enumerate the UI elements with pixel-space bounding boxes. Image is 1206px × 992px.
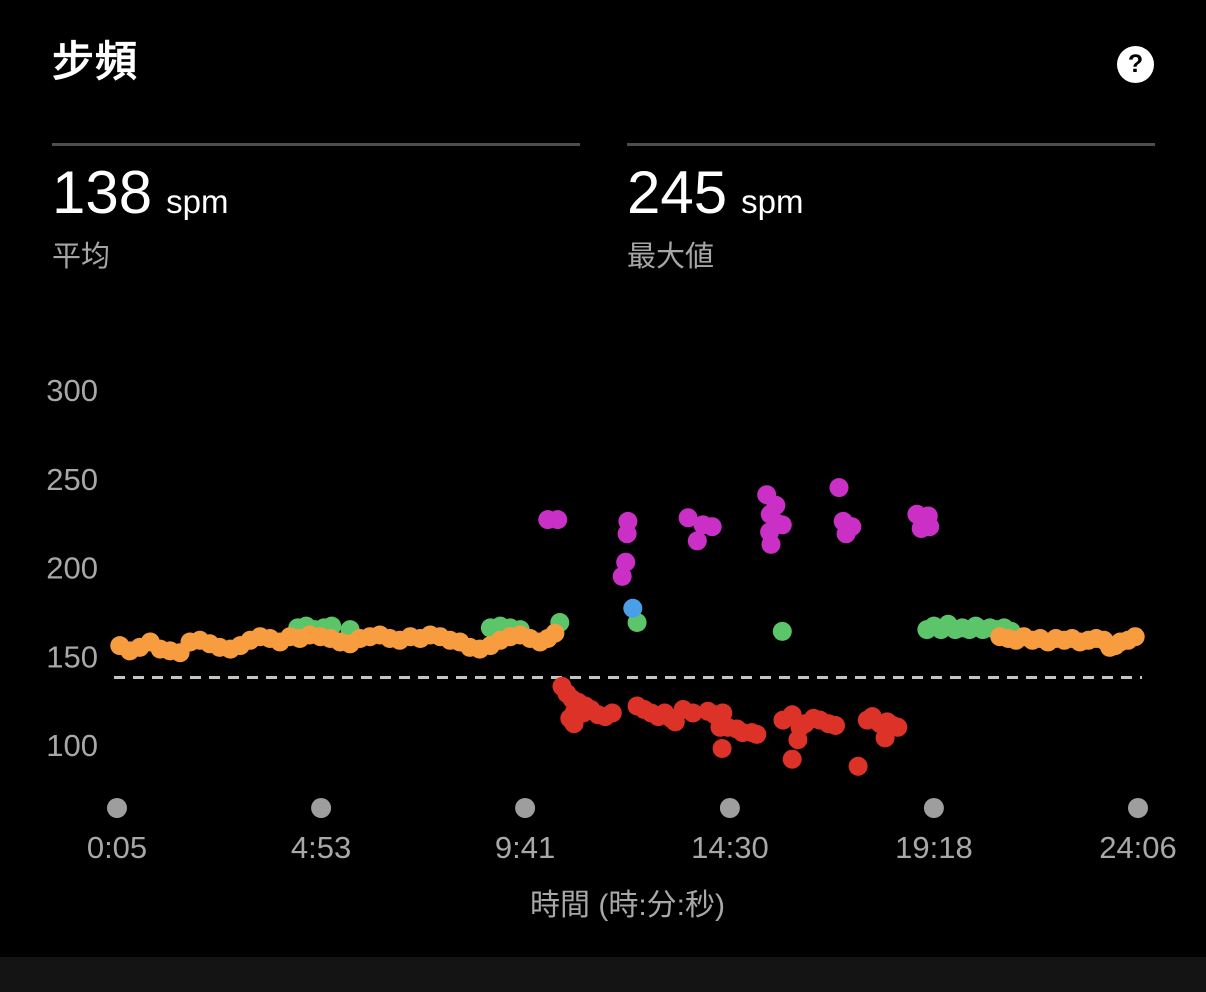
zone-red-point [848, 756, 868, 776]
x-tick-label: 9:41 [495, 830, 555, 865]
series-zone-magenta [538, 478, 940, 586]
y-tick-label: 150 [46, 639, 98, 674]
zone-red-point [788, 730, 808, 750]
zone-red-point [747, 724, 767, 744]
zone-red-point [875, 728, 895, 748]
zone-magenta-point [687, 531, 707, 551]
question-icon: ? [1127, 50, 1144, 78]
zone-blue-point [623, 598, 643, 618]
card-header: 步頻 ? [52, 38, 1154, 85]
zone-red-point [888, 717, 908, 737]
average-value: 138 [52, 158, 153, 226]
zone-red-point [713, 703, 733, 723]
zone-magenta-point [760, 522, 780, 542]
y-tick-label: 200 [46, 551, 98, 586]
zone-magenta-point [612, 566, 632, 586]
y-tick-label: 300 [46, 373, 98, 408]
series-zone-blue [623, 598, 643, 618]
x-tick-dot [923, 798, 944, 818]
zone-orange-point [545, 623, 565, 643]
cadence-scatter-chart[interactable]: 300 250 200 150 100 0:05 4:53 9:41 14:30 19:18 24:… [0, 330, 1206, 950]
x-tick-dot [107, 798, 127, 818]
zone-magenta-point [836, 524, 856, 544]
stats-row: 138 spm 平均 245 spm 最大値 [52, 143, 1155, 275]
zone-red-point [782, 749, 802, 769]
zone-magenta-point [616, 552, 636, 572]
zone-magenta-point [678, 508, 698, 528]
stat-max: 245 spm 最大値 [627, 143, 1155, 275]
y-tick-label: 100 [46, 728, 98, 763]
x-tick-label: 0:05 [87, 830, 147, 865]
stat-average: 138 spm 平均 [52, 143, 580, 275]
average-label: 平均 [52, 240, 111, 273]
x-tick-label: 24:06 [1099, 830, 1177, 865]
zone-red-point [683, 703, 703, 723]
zone-magenta-point [766, 495, 786, 515]
zone-red-point [826, 716, 845, 735]
x-axis-title: 時間 (時:分:秒) [530, 889, 725, 922]
max-label: 最大値 [627, 240, 715, 273]
stat-divider [52, 143, 580, 146]
zone-magenta-point [920, 517, 940, 537]
x-tick-label: 19:18 [895, 830, 973, 865]
series-zone-orange [110, 623, 1145, 663]
next-card-edge [0, 957, 1206, 992]
stat-divider [627, 143, 1155, 146]
zone-orange-point [1125, 627, 1145, 647]
zone-red-point [564, 714, 584, 734]
zone-magenta-point [829, 478, 849, 498]
y-tick-label: 250 [46, 462, 98, 497]
average-unit: spm [166, 182, 229, 220]
x-tick-label: 4:53 [291, 830, 351, 865]
x-axis: 0:05 4:53 9:41 14:30 19:18 24:06 [87, 798, 1177, 865]
page-title: 步頻 [52, 38, 139, 85]
y-axis-labels: 300 250 200 150 100 [46, 373, 98, 763]
series-zone-red [552, 676, 908, 776]
zone-red-point [712, 739, 732, 758]
zone-magenta-point [548, 510, 568, 530]
x-tick-dot [719, 798, 740, 818]
zone-red-point [602, 703, 622, 723]
x-tick-dot [1128, 798, 1148, 818]
max-value: 245 [627, 158, 728, 226]
zone-green-point [772, 621, 792, 641]
zone-magenta-point [618, 511, 638, 531]
zone-magenta-point [702, 517, 722, 537]
max-unit: spm [741, 182, 804, 220]
help-button[interactable]: ? [1117, 46, 1154, 83]
x-tick-dot [311, 798, 332, 818]
x-tick-label: 14:30 [691, 830, 769, 865]
x-tick-dot [515, 798, 536, 818]
